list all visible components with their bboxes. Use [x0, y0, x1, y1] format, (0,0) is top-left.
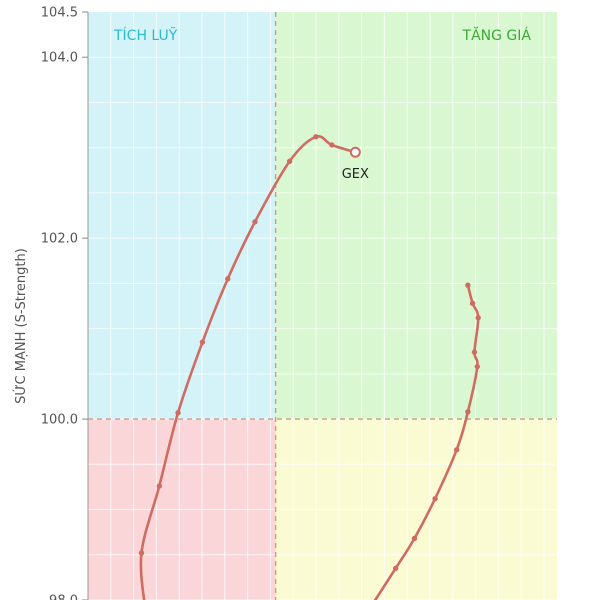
data-point[interactable] [138, 550, 145, 556]
y-tick-label: 104.0 [41, 51, 78, 66]
series-end-marker[interactable] [349, 146, 361, 158]
data-point[interactable] [465, 282, 471, 288]
y-axis-label: SỨC MẠNH (S-Strength) [13, 248, 29, 404]
data-point[interactable] [225, 276, 231, 282]
y-axis-ticks: 98.0 100.0 102.0 104.0 104.5 [41, 6, 88, 600]
quadrant-top-left [88, 12, 276, 420]
data-point[interactable] [329, 142, 335, 148]
data-point[interactable] [199, 339, 206, 345]
data-point[interactable] [475, 315, 481, 321]
data-point[interactable] [453, 447, 460, 453]
quadrant-label-tich-luy: TÍCH LUỸ [113, 27, 178, 44]
data-point[interactable] [156, 483, 162, 489]
data-point[interactable] [471, 349, 478, 355]
series-group: GEX [138, 134, 481, 600]
data-point[interactable] [252, 219, 258, 225]
data-point[interactable] [392, 565, 399, 572]
series-line-gex [139, 135, 357, 600]
data-point[interactable] [432, 495, 438, 502]
quadrant-label-tang-gia: TĂNG GIÁ [462, 26, 532, 44]
y-tick-label: 104.5 [41, 6, 78, 21]
data-point[interactable] [411, 535, 418, 542]
data-point[interactable] [313, 134, 319, 140]
data-point[interactable] [175, 410, 181, 416]
series-end-label: GEX [342, 167, 369, 182]
data-point[interactable] [474, 363, 480, 370]
y-tick-label: 102.0 [41, 232, 78, 247]
grid-lines [88, 12, 557, 600]
y-tick-label: 98.0 [49, 594, 78, 600]
data-point[interactable] [286, 158, 293, 164]
y-tick-label: 100.0 [41, 413, 78, 428]
data-point[interactable] [465, 409, 471, 415]
quadrant-top-right [275, 12, 557, 420]
data-point[interactable] [469, 300, 476, 306]
